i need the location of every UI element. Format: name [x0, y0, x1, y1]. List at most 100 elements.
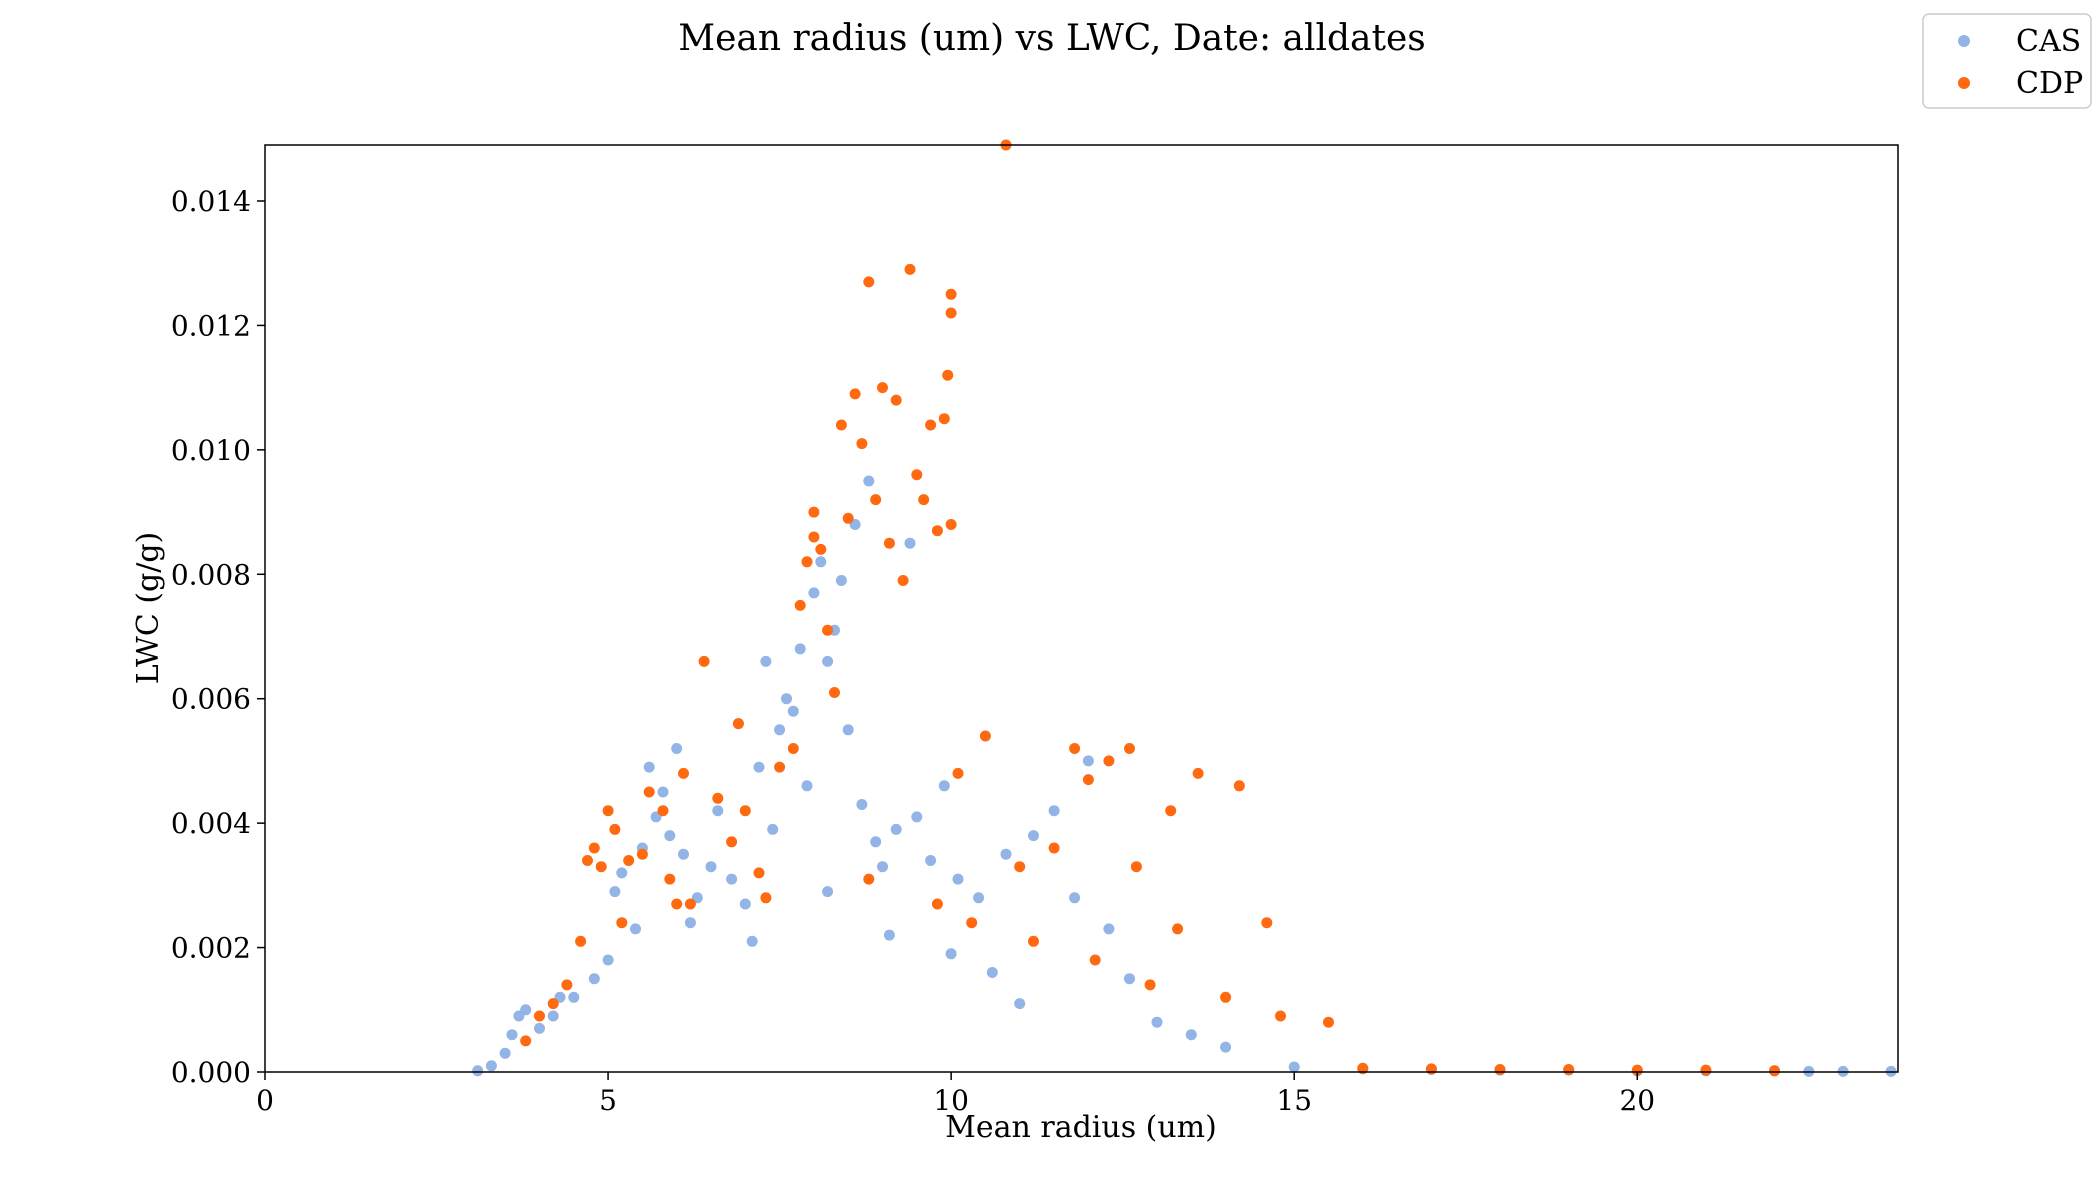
point-cas-52 — [973, 892, 985, 904]
point-cas-2 — [499, 1047, 511, 1059]
point-cdp-52 — [952, 767, 964, 779]
point-cdp-33 — [842, 512, 854, 524]
point-cdp-4 — [575, 935, 587, 947]
y-tick-label: 0.008 — [171, 558, 251, 591]
point-cas-20 — [678, 848, 689, 860]
point-cas-1 — [485, 1060, 497, 1072]
point-cas-76 — [746, 935, 758, 947]
point-cas-26 — [739, 898, 751, 910]
point-cdp-85 — [1089, 954, 1101, 966]
point-cas-19 — [671, 743, 683, 754]
point-cas-8 — [568, 991, 580, 1003]
point-cas-59 — [1124, 973, 1135, 985]
point-cas-29 — [767, 823, 779, 835]
chart-title: Mean radius (um) vs LWC, Date: alldates — [678, 18, 1426, 59]
point-cas-23 — [712, 805, 724, 817]
point-cas-31 — [781, 693, 792, 705]
point-cas-55 — [1048, 805, 1060, 817]
x-axis-label: Mean radius (um) — [945, 1110, 1217, 1145]
point-cdp-51 — [945, 519, 957, 530]
point-cdp-19 — [726, 836, 738, 848]
point-cas-44 — [870, 836, 882, 848]
point-cdp-82 — [931, 898, 943, 910]
point-cas-81 — [1014, 998, 1026, 1010]
point-cdp-23 — [774, 761, 786, 773]
y-axis-label: LWC (g/g) — [131, 532, 166, 685]
point-cdp-41 — [897, 575, 909, 586]
point-cas-49 — [925, 855, 937, 866]
legend-label-cdp: CDP — [2016, 66, 2083, 101]
point-cas-12 — [616, 867, 628, 879]
point-cdp-39 — [883, 537, 895, 549]
point-cas-15 — [643, 761, 655, 773]
point-cas-36 — [815, 556, 827, 568]
point-cdp-57 — [1069, 743, 1081, 754]
point-cdp-70 — [1172, 923, 1184, 935]
point-cdp-78 — [616, 917, 628, 929]
x-tick-label: 20 — [1619, 1084, 1655, 1117]
point-cdp-31 — [829, 687, 840, 698]
y-tick-label: 0.012 — [171, 309, 251, 342]
point-cdp-48 — [942, 369, 954, 381]
point-cdp-45 — [925, 419, 937, 431]
point-cas-33 — [794, 643, 806, 655]
point-cas-18 — [664, 830, 676, 842]
point-cas-79 — [945, 948, 957, 960]
point-cdp-32 — [835, 419, 847, 431]
point-cas-24 — [726, 873, 738, 885]
point-cdp-79 — [671, 898, 683, 910]
legend-marker-cdp — [1958, 77, 1970, 89]
point-cdp-22 — [753, 867, 765, 879]
point-cdp-46 — [931, 525, 943, 537]
plot-area — [265, 145, 1898, 1072]
point-cas-5 — [520, 1004, 532, 1016]
point-cdp-6 — [588, 842, 600, 854]
point-cdp-0 — [520, 1035, 532, 1047]
x-tick-label: 5 — [599, 1084, 617, 1117]
point-cas-61 — [1185, 1029, 1197, 1041]
point-cdp-20 — [732, 718, 744, 730]
point-cas-48 — [911, 811, 923, 823]
y-axis: 0.000 0.002 0.004 0.006 0.008 0.010 0.012 0.014 — [171, 185, 265, 1089]
point-cdp-14 — [664, 873, 676, 885]
point-cdp-16 — [684, 898, 696, 910]
point-cas-22 — [705, 861, 717, 873]
point-cdp-59 — [1103, 755, 1115, 767]
y-tick-label: 0.006 — [171, 683, 251, 716]
point-cdp-25 — [794, 599, 806, 611]
point-cas-17 — [657, 786, 669, 798]
point-cdp-35 — [856, 438, 868, 450]
point-cdp-3 — [561, 979, 573, 991]
point-cdp-49 — [945, 288, 957, 300]
point-cdp-5 — [582, 855, 593, 866]
point-cdp-68 — [1323, 1016, 1334, 1028]
point-cas-58 — [1103, 923, 1115, 935]
point-cdp-43 — [911, 469, 923, 481]
legend: CAS CDP — [1922, 13, 2092, 109]
point-cdp-84 — [1028, 935, 1039, 947]
point-cdp-24 — [787, 743, 799, 754]
point-cdp-12 — [643, 786, 655, 798]
point-cas-75 — [684, 917, 696, 929]
y-tick-label: 0.010 — [171, 434, 251, 467]
point-cdp-75 — [1631, 1064, 1643, 1076]
point-cdp-42 — [904, 263, 916, 275]
point-cdp-61 — [1130, 861, 1142, 873]
point-cdp-1 — [534, 1010, 545, 1022]
point-cdp-67 — [1275, 1010, 1286, 1022]
point-cdp-80 — [760, 892, 772, 904]
point-cdp-50 — [945, 307, 957, 319]
point-cas-35 — [808, 587, 820, 599]
point-cas-28 — [760, 655, 772, 667]
point-cdp-21 — [739, 805, 751, 817]
point-cdp-8 — [602, 805, 614, 817]
point-cas-62 — [1220, 1041, 1232, 1053]
point-cas-77 — [822, 886, 834, 898]
point-cas-45 — [877, 861, 888, 873]
point-cdp-9 — [609, 823, 621, 835]
point-cdp-73 — [1494, 1064, 1506, 1075]
y-tick-label: 0.014 — [171, 185, 251, 218]
point-cdp-60 — [1124, 743, 1135, 754]
point-cas-10 — [602, 954, 614, 966]
point-cas-27 — [753, 761, 765, 773]
